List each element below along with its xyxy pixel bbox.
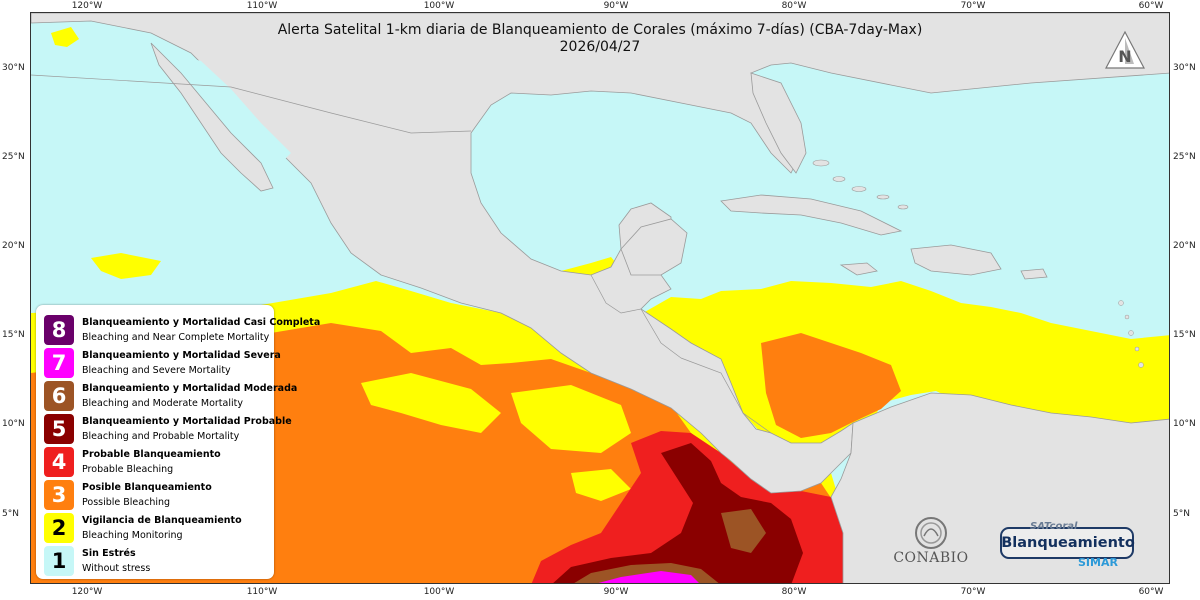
legend-swatch: 1: [44, 546, 74, 576]
lon-tick-label: 80°W: [781, 1, 807, 11]
alert-level-7-region: [598, 571, 699, 583]
legend-item-level-2: 2 Vigilancia de Blanqueamiento Bleaching…: [44, 513, 270, 543]
legend-swatch: 4: [44, 447, 74, 477]
alert-level-2-region: [361, 373, 501, 433]
conabio-logo: CONABIO: [886, 516, 976, 568]
simar-logo-text: SIMAR: [1078, 556, 1118, 569]
satcoral-logo: SATcoral Blanqueamiento SIMAR: [1000, 518, 1136, 574]
conabio-logo-text: CONABIO: [893, 550, 969, 566]
legend-label-es: Posible Blanqueamiento: [82, 482, 212, 493]
legend: 8 Blanqueamiento y Mortalidad Casi Compl…: [36, 305, 320, 579]
satcoral-logo-small-text: SATcoral: [1030, 521, 1078, 532]
alert-level-6-region: [721, 509, 766, 553]
conabio-logo-icon: [915, 517, 947, 549]
lat-tick-label: 10°N: [1173, 419, 1196, 429]
legend-swatch: 7: [44, 348, 74, 378]
map-title: Alerta Satelital 1-km diaria de Blanquea…: [0, 22, 1200, 56]
legend-label-en: Bleaching and Moderate Mortality: [82, 398, 243, 409]
legend-label-es: Sin Estrés: [82, 548, 136, 559]
alert-level-2-region: [51, 27, 79, 47]
legend-label-es: Blanqueamiento y Mortalidad Casi Complet…: [82, 317, 321, 328]
lat-tick-label: 5°N: [1173, 509, 1190, 519]
lat-tick-label: 20°N: [2, 241, 25, 251]
lon-tick-label: 110°W: [246, 587, 278, 597]
legend-swatch: 6: [44, 381, 74, 411]
lon-tick-label: 60°W: [1138, 587, 1164, 597]
legend-label-en: Bleaching and Probable Mortality: [82, 431, 240, 442]
lat-tick-label: 10°N: [2, 419, 25, 429]
legend-item-level-4: 4 Probable Blanqueamiento Probable Bleac…: [44, 447, 270, 477]
legend-item-level-7: 7 Blanqueamiento y Mortalidad Severa Ble…: [44, 348, 281, 378]
alert-level-2-region: [91, 253, 161, 279]
land-baja-california: [150, 42, 274, 192]
legend-swatch: 8: [44, 315, 74, 345]
land-bahamas: [812, 159, 909, 210]
country-borders: [31, 74, 772, 434]
lon-tick-label: 80°W: [781, 587, 807, 597]
north-arrow-letter: N: [1118, 47, 1131, 66]
legend-label-es: Blanqueamiento y Mortalidad Severa: [82, 350, 281, 361]
lat-tick-label: 30°N: [1173, 63, 1196, 73]
lon-tick-label: 70°W: [960, 1, 986, 11]
lat-tick-label: 15°N: [2, 330, 25, 340]
land-jamaica: [839, 262, 878, 276]
land-hispaniola: [910, 244, 1002, 276]
legend-swatch: 5: [44, 414, 74, 444]
north-arrow-icon: N: [1105, 30, 1145, 69]
land-north-america: [31, 13, 1169, 494]
legend-label-es: Blanqueamiento y Mortalidad Moderada: [82, 383, 298, 394]
lat-tick-label: 30°N: [2, 63, 25, 73]
legend-label-en: Bleaching Monitoring: [82, 530, 183, 541]
lon-tick-label: 90°W: [603, 1, 629, 11]
land-yucatan: [620, 218, 688, 276]
lat-tick-label: 5°N: [2, 509, 19, 519]
lat-tick-label: 20°N: [1173, 241, 1196, 251]
lat-tick-label: 25°N: [1173, 152, 1196, 162]
land-florida: [750, 72, 807, 174]
legend-swatch: 3: [44, 480, 74, 510]
lat-tick-label: 25°N: [2, 152, 25, 162]
legend-item-level-3: 3 Posible Blanqueamiento Possible Bleach…: [44, 480, 270, 510]
legend-label-en: Bleaching and Severe Mortality: [82, 365, 231, 376]
land-lesser-antilles: [1118, 300, 1144, 368]
lon-tick-label: 120°W: [71, 587, 103, 597]
legend-label-en: Bleaching and Near Complete Mortality: [82, 332, 270, 343]
legend-label-en: Possible Bleaching: [82, 497, 171, 508]
legend-item-level-1: 1 Sin Estrés Without stress: [44, 546, 270, 576]
land-cuba: [720, 194, 903, 236]
satcoral-logo-main-text: Blanqueamiento: [1001, 535, 1135, 551]
lon-tick-label: 60°W: [1138, 1, 1164, 11]
map-title-date: 2026/04/27: [559, 39, 641, 55]
legend-label-es: Probable Blanqueamiento: [82, 449, 221, 460]
lon-tick-label: 110°W: [246, 1, 278, 11]
lon-tick-label: 100°W: [423, 587, 455, 597]
lon-tick-label: 70°W: [960, 587, 986, 597]
legend-label-es: Blanqueamiento y Mortalidad Probable: [82, 416, 292, 427]
lon-tick-label: 100°W: [423, 1, 455, 11]
alert-level-3-region: [761, 333, 901, 438]
legend-label-en: Without stress: [82, 563, 151, 574]
legend-item-level-5: 5 Blanqueamiento y Mortalidad Probable B…: [44, 414, 292, 444]
land-puerto-rico: [1020, 268, 1048, 280]
satcoral-logo-frame: [1000, 527, 1134, 559]
legend-label-en: Probable Bleaching: [82, 464, 174, 475]
lon-tick-label: 90°W: [603, 587, 629, 597]
lon-tick-label: 120°W: [71, 1, 103, 11]
legend-item-level-8: 8 Blanqueamiento y Mortalidad Casi Compl…: [44, 315, 320, 345]
map-title-line1: Alerta Satelital 1-km diaria de Blanquea…: [277, 22, 923, 38]
legend-item-level-6: 6 Blanqueamiento y Mortalidad Moderada B…: [44, 381, 297, 411]
legend-label-es: Vigilancia de Blanqueamiento: [82, 515, 242, 526]
alert-level-2-region: [571, 469, 631, 501]
gulf-of-california: [171, 53, 291, 163]
alert-level-2-region: [511, 385, 631, 453]
legend-swatch: 2: [44, 513, 74, 543]
lat-tick-label: 15°N: [1173, 330, 1196, 340]
